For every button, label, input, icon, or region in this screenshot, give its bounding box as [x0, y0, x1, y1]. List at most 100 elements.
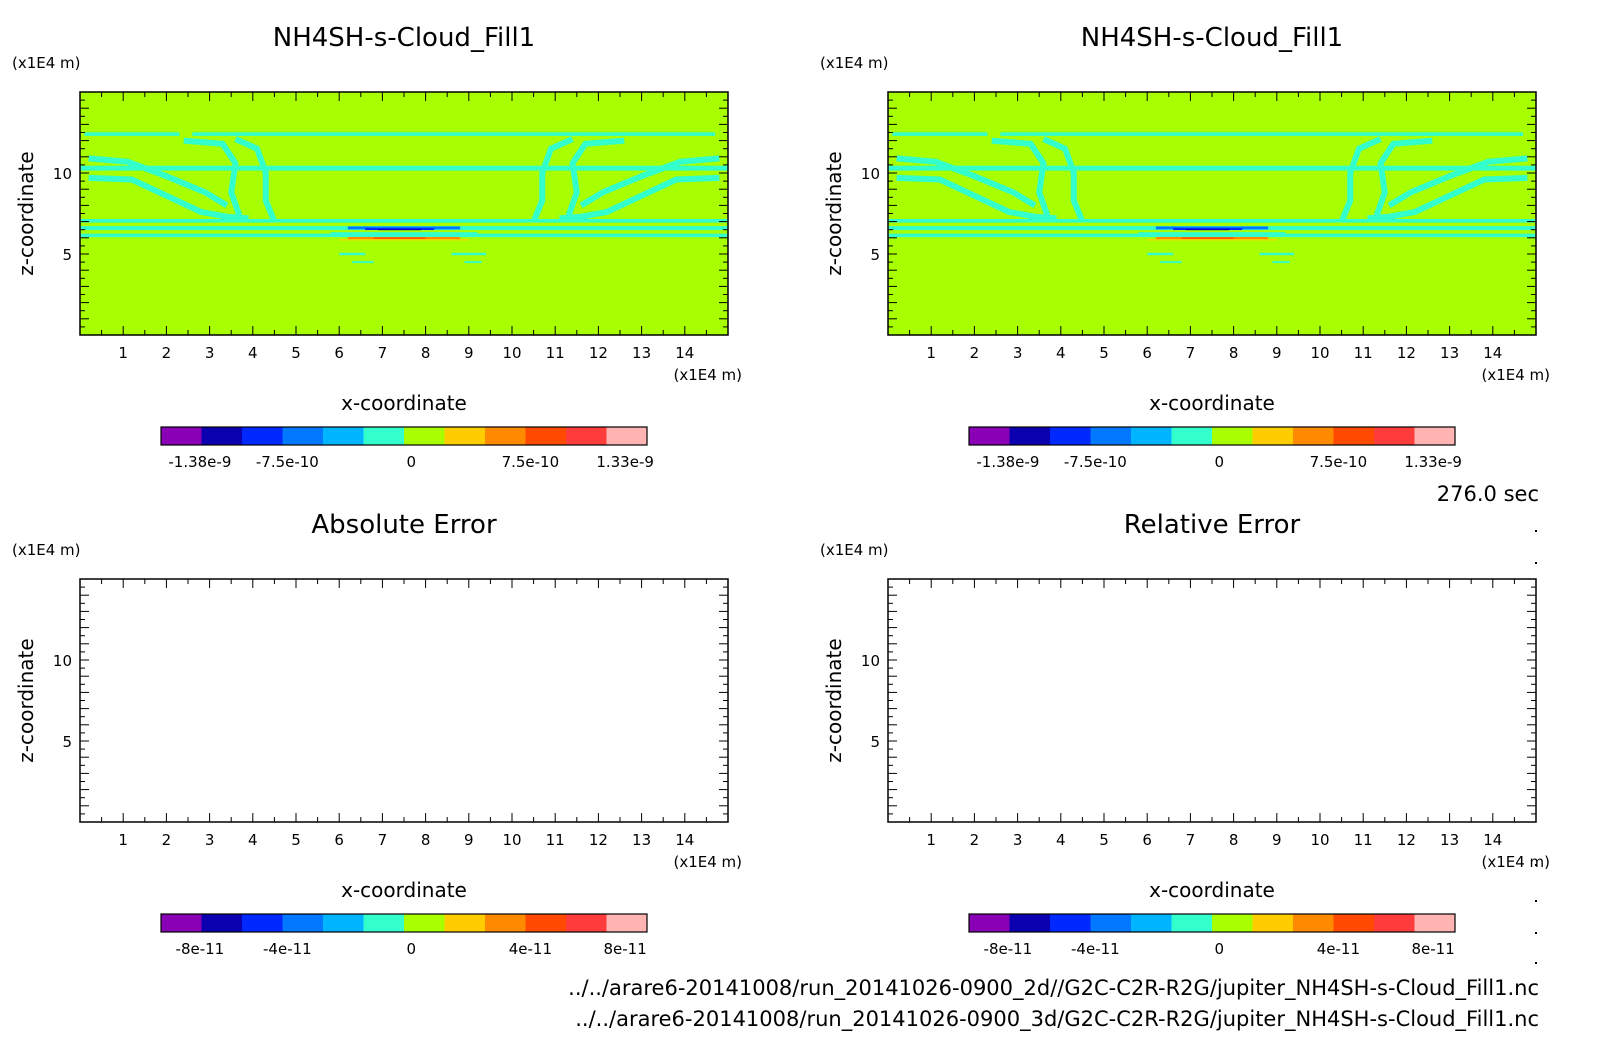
x-tick-label: 7 — [1186, 831, 1196, 849]
x-tick-label: 6 — [1142, 344, 1152, 362]
contour-band — [1259, 252, 1295, 256]
contour-line — [1338, 136, 1382, 223]
y-tick-label: 5 — [870, 733, 880, 751]
colorbar-label: -8e-11 — [984, 940, 1033, 958]
x-tick-label: 11 — [1354, 831, 1373, 849]
contour-band — [888, 165, 1536, 171]
x-axis-label: x-coordinate — [341, 391, 467, 415]
colorbar-swatch — [1050, 914, 1091, 932]
colorbar-label: 8e-11 — [603, 940, 646, 958]
x-tick-label: 6 — [334, 344, 344, 362]
x-tick-label: 8 — [421, 831, 431, 849]
colorbar-swatch — [1212, 427, 1253, 445]
anomaly-positive-core — [373, 237, 426, 239]
contour-band — [1000, 132, 1524, 136]
anomaly-negative-core — [378, 228, 422, 231]
contour-line — [559, 174, 720, 222]
colorbar-swatch — [1414, 427, 1456, 445]
x-axis-label: x-coordinate — [1149, 391, 1275, 415]
colorbar-swatch — [1293, 427, 1334, 445]
colorbar: -8e-11 -4e-11 0 4e-11 8e-11 — [968, 913, 1456, 958]
colorbar-swatch — [1374, 427, 1415, 445]
y-tick-label: 10 — [53, 165, 72, 183]
contour-band — [1272, 261, 1290, 264]
y-axis-label: z-coordinate — [822, 638, 846, 762]
x-tick-label: 2 — [162, 344, 172, 362]
y-unit-label: (x1E4 m) — [12, 541, 81, 559]
colorbar: -1.38e-9 -7.5e-10 0 7.5e-10 1.33e-9 — [968, 426, 1462, 471]
tick-marks — [887, 91, 1537, 336]
x-tick-label: 7 — [378, 831, 388, 849]
colorbar-label: 0 — [407, 453, 417, 471]
contour-line — [234, 136, 278, 223]
x-tick-label: 6 — [1142, 831, 1152, 849]
colorbar-swatch — [323, 427, 364, 445]
y-tick-label: 10 — [861, 165, 880, 183]
colorbar-swatch — [1050, 427, 1091, 445]
x-axis-label: x-coordinate — [341, 878, 467, 902]
y-unit-label: (x1E4 m) — [12, 54, 81, 72]
colorbar-label: -4e-11 — [263, 940, 312, 958]
x-tick-label: 13 — [632, 344, 651, 362]
x-axis-label: x-coordinate — [1149, 878, 1275, 902]
anomaly-negative-core — [1186, 228, 1230, 231]
x-tick-label: 1 — [118, 344, 128, 362]
y-tick-label: 5 — [62, 733, 72, 751]
contour-band — [339, 252, 366, 256]
x-tick-label: 11 — [546, 831, 565, 849]
panel-1: NH4SH-s-Cloud_Fill1(x1E4 m)1 2 3 4 5 6 7 8 9 10 11… — [12, 23, 742, 471]
contour-line — [1042, 136, 1086, 223]
x-tick-label: 2 — [162, 831, 172, 849]
y-unit-label: (x1E4 m) — [820, 541, 889, 559]
colorbar-label: 1.33e-9 — [596, 453, 654, 471]
contour-line — [530, 136, 574, 223]
colorbar-swatch — [525, 914, 567, 932]
x-tick-label: 11 — [546, 344, 565, 362]
colorbar-swatch — [1171, 914, 1213, 932]
contour-line — [1367, 174, 1528, 222]
x-unit-label: (x1E4 m) — [673, 366, 742, 384]
colorbar-swatch — [323, 914, 364, 932]
anomaly-positive-edge — [1147, 239, 1277, 241]
panel-3: Absolute Error(x1E4 m)1 2 3 4 5 6 7 8 9 10 11 12 13 1… — [12, 510, 742, 958]
contour-band — [80, 165, 728, 171]
y-tick-label: 5 — [62, 246, 72, 264]
colorbar-label: -7.5e-10 — [1064, 453, 1127, 471]
x-tick-label: 12 — [589, 344, 608, 362]
x-unit-label: (x1E4 m) — [673, 853, 742, 871]
colorbar-swatch — [242, 914, 283, 932]
colorbar-swatch — [161, 427, 202, 445]
colorbar-swatch — [1009, 427, 1051, 445]
x-tick-label: 1 — [926, 344, 936, 362]
contour-band — [892, 132, 988, 136]
colorbar-label: 0 — [407, 940, 417, 958]
contour-band — [84, 132, 180, 136]
contour-line — [565, 137, 625, 218]
colorbar-swatch — [1374, 914, 1415, 932]
x-tick-label: 13 — [632, 831, 651, 849]
colorbar-swatch — [1414, 914, 1456, 932]
x-tick-label: 7 — [1186, 344, 1196, 362]
x-tick-label: 12 — [1397, 831, 1416, 849]
colorbar-swatch — [1333, 427, 1375, 445]
colorbar-label: -1.38e-9 — [168, 453, 231, 471]
x-tick-label: 3 — [1013, 344, 1023, 362]
anomaly-positive-core — [1181, 237, 1234, 239]
colorbar-swatch — [201, 914, 243, 932]
tick-marks — [79, 91, 729, 336]
x-tick-label: 3 — [205, 344, 215, 362]
colorbar-swatch — [1171, 427, 1213, 445]
colorbar-label: 7.5e-10 — [502, 453, 560, 471]
colorbar-label: 1.33e-9 — [1404, 453, 1462, 471]
x-tick-label: 5 — [291, 344, 301, 362]
plot-frame — [79, 578, 729, 823]
colorbar-frame — [160, 913, 648, 933]
x-tick-label: 9 — [1272, 831, 1282, 849]
x-tick-label: 1 — [926, 831, 936, 849]
contour-band — [192, 132, 716, 136]
x-tick-label: 14 — [1483, 831, 1502, 849]
x-tick-label: 5 — [1099, 344, 1109, 362]
anomaly-negative-outer — [347, 226, 461, 230]
panel-title: Relative Error — [1124, 510, 1301, 540]
y-axis-label: z-coordinate — [822, 151, 846, 275]
